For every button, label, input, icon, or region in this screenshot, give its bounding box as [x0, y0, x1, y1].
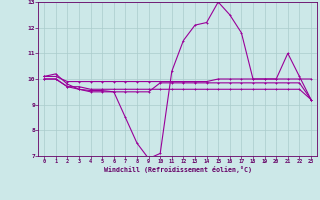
X-axis label: Windchill (Refroidissement éolien,°C): Windchill (Refroidissement éolien,°C) [104, 166, 252, 173]
